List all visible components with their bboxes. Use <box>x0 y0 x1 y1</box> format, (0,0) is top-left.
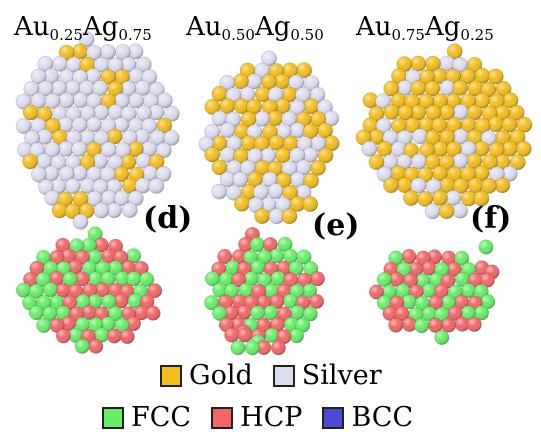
panel-tag-e: (e) <box>312 208 360 243</box>
nanoparticle-5 <box>204 226 325 356</box>
fcc-legend-label: FCC <box>131 402 192 433</box>
panel-tag-d: (d) <box>143 201 193 236</box>
hcp-legend-label: HCP <box>240 402 303 433</box>
nanoparticle-4 <box>15 226 163 354</box>
nanoparticle-6 <box>368 239 500 345</box>
bcc-legend-label: BCC <box>351 402 414 433</box>
nanoparticle-3 <box>355 43 533 220</box>
fcc-swatch <box>102 406 124 429</box>
panel-tag-f: (f) <box>470 201 512 236</box>
hcp-swatch <box>211 406 234 429</box>
composition-label-3: Au0.75Ag0.25 <box>356 12 494 44</box>
structure-legend: FCC HCP BCC <box>102 404 413 431</box>
silver-legend-label: Silver <box>301 360 382 391</box>
element-legend: Gold Silver <box>160 362 382 389</box>
silver-swatch <box>272 364 295 387</box>
composition-label-2: Au0.50Ag0.50 <box>186 12 324 44</box>
nanoparticle-1 <box>15 31 180 230</box>
gold-legend-label: Gold <box>189 360 253 391</box>
bcc-swatch <box>322 406 345 429</box>
nanoparticle-2 <box>198 50 340 225</box>
composition-label-1: Au0.25Ag0.75 <box>14 12 152 44</box>
gold-swatch <box>160 364 182 387</box>
